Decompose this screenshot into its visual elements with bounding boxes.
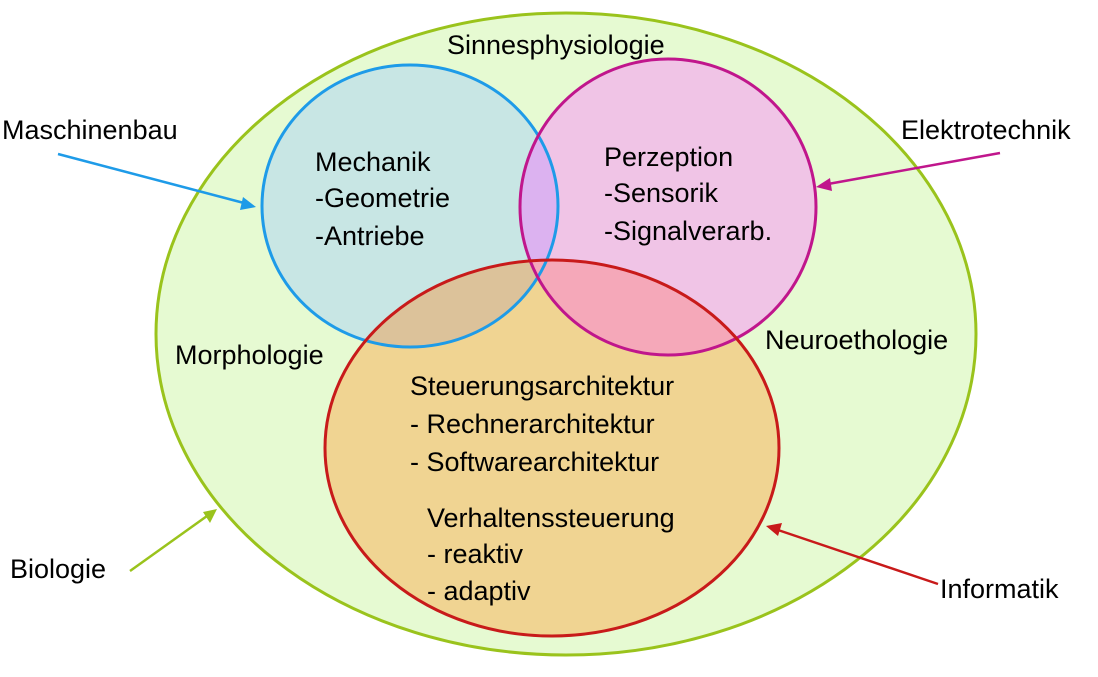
steuerung-item-software: - Softwarearchitektur — [410, 447, 659, 477]
elektrotechnik-label: Elektrotechnik — [901, 115, 1071, 145]
steuerung-item-rechner: - Rechnerarchitektur — [410, 409, 655, 439]
steuerung-title: Steuerungsarchitektur — [410, 371, 674, 401]
informatik-arrow — [766, 523, 939, 586]
informatik-ellipse-outline — [323, 258, 781, 638]
verhalten-item-adaptiv: - adaptiv — [427, 576, 531, 606]
mechanik-item-geometrie: -Geometrie — [315, 183, 450, 213]
biologie-arrow — [129, 509, 217, 573]
verhalten-item-reaktiv: - reaktiv — [427, 539, 524, 569]
perzeption-circle-outline — [518, 57, 818, 357]
verhalten-title: Verhaltenssteuerung — [427, 503, 675, 533]
morphologie-label: Morphologie — [175, 340, 324, 370]
neuroethologie-label: Neuroethologie — [765, 325, 948, 355]
perzeption-title: Perzeption — [604, 142, 733, 172]
sinnesphysiologie-label: Sinnesphysiologie — [447, 30, 665, 60]
mechanik-circle-outline — [260, 63, 560, 349]
perzeption-item-signalverarb: -Signalverarb. — [604, 216, 772, 246]
elektrotechnik-arrow — [816, 151, 1001, 191]
perzeption-item-sensorik: -Sensorik — [604, 178, 719, 208]
maschinenbau-arrow — [57, 152, 256, 210]
biologie-label: Biologie — [10, 554, 106, 584]
mechanik-item-antriebe: -Antriebe — [315, 221, 425, 251]
informatik-label: Informatik — [940, 574, 1059, 604]
mechanik-title: Mechanik — [315, 147, 431, 177]
maschinenbau-label: Maschinenbau — [2, 115, 178, 145]
